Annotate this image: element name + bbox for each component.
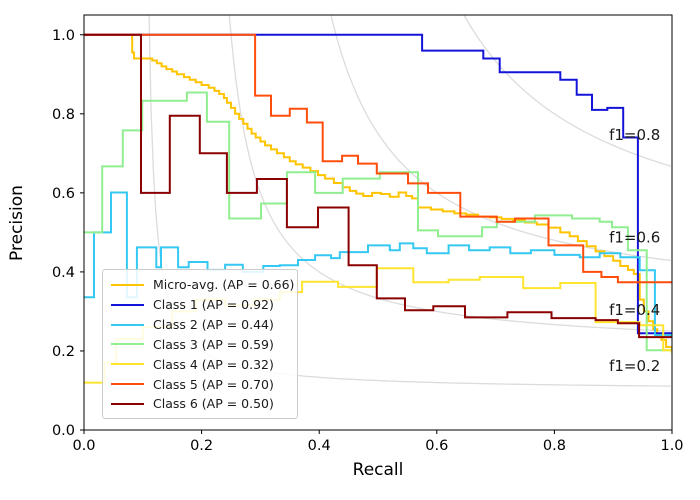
iso-f1-curve-0.4 [228, 15, 671, 332]
legend-line-sample-class-2 [111, 323, 144, 326]
curve-class-1 [84, 33, 672, 335]
legend-label: Class 3 (AP = 0.59) [153, 336, 274, 352]
x-tick-label: 0.4 [308, 438, 331, 454]
curve-class-5 [84, 33, 672, 284]
y-tick-label: 0.0 [52, 423, 75, 439]
legend-item-class-6: Class 6 (AP = 0.50) [111, 394, 289, 413]
y-tick-label: 0.2 [52, 344, 75, 360]
y-tick-label: 1.0 [52, 28, 75, 44]
legend-label: Class 6 (AP = 0.50) [153, 396, 274, 412]
iso-f1-curve-0.8 [463, 15, 672, 167]
legend-item-class-5: Class 5 (AP = 0.70) [111, 375, 289, 394]
y-axis-label: Precision [7, 185, 27, 261]
iso-f1-annotation: f1=0.6 [609, 229, 660, 247]
legend-label: Micro-avg. (AP = 0.66) [153, 277, 295, 293]
curve-micro-avg [84, 33, 672, 353]
curve-class-2 [84, 191, 672, 337]
y-tick-label: 0.4 [52, 265, 75, 281]
legend-line-sample-class-4 [111, 363, 144, 366]
legend-item-class-1: Class 1 (AP = 0.92) [111, 295, 289, 314]
x-tick-label: 1.0 [660, 438, 683, 454]
iso-f1-annotation: f1=0.8 [609, 126, 660, 144]
y-tick-label: 0.6 [52, 186, 75, 202]
x-tick-label: 0.6 [425, 438, 448, 454]
y-tick-label: 0.8 [52, 107, 75, 123]
legend: Micro-avg. (AP = 0.66) Class 1 (AP = 0.92… [102, 269, 298, 419]
legend-label: Class 5 (AP = 0.70) [153, 376, 274, 392]
legend-label: Class 4 (AP = 0.32) [153, 356, 274, 372]
legend-item-class-3: Class 3 (AP = 0.59) [111, 335, 289, 354]
curve-class-3 [84, 91, 672, 352]
x-tick-label: 0.0 [72, 438, 95, 454]
legend-item-micro-avg: Micro-avg. (AP = 0.66) [111, 275, 294, 294]
legend-item-class-4: Class 4 (AP = 0.32) [111, 355, 289, 374]
x-tick-label: 0.8 [543, 438, 566, 454]
legend-line-sample-class-5 [111, 383, 144, 386]
legend-label: Class 1 (AP = 0.92) [153, 297, 274, 313]
legend-line-sample-micro-avg [111, 283, 144, 286]
x-tick-label: 0.2 [190, 438, 213, 454]
axes-spines [83, 14, 673, 431]
legend-line-sample-class-1 [111, 303, 144, 306]
iso-f1-annotation: f1=0.4 [609, 301, 660, 319]
legend-line-sample-class-3 [111, 343, 144, 346]
legend-item-class-2: Class 2 (AP = 0.44) [111, 315, 289, 334]
iso-f1-annotation: f1=0.2 [609, 357, 660, 375]
legend-label: Class 2 (AP = 0.44) [153, 317, 274, 333]
curve-class-6 [84, 33, 672, 339]
legend-line-sample-class-6 [111, 402, 144, 405]
x-axis-label: Recall [352, 460, 404, 480]
